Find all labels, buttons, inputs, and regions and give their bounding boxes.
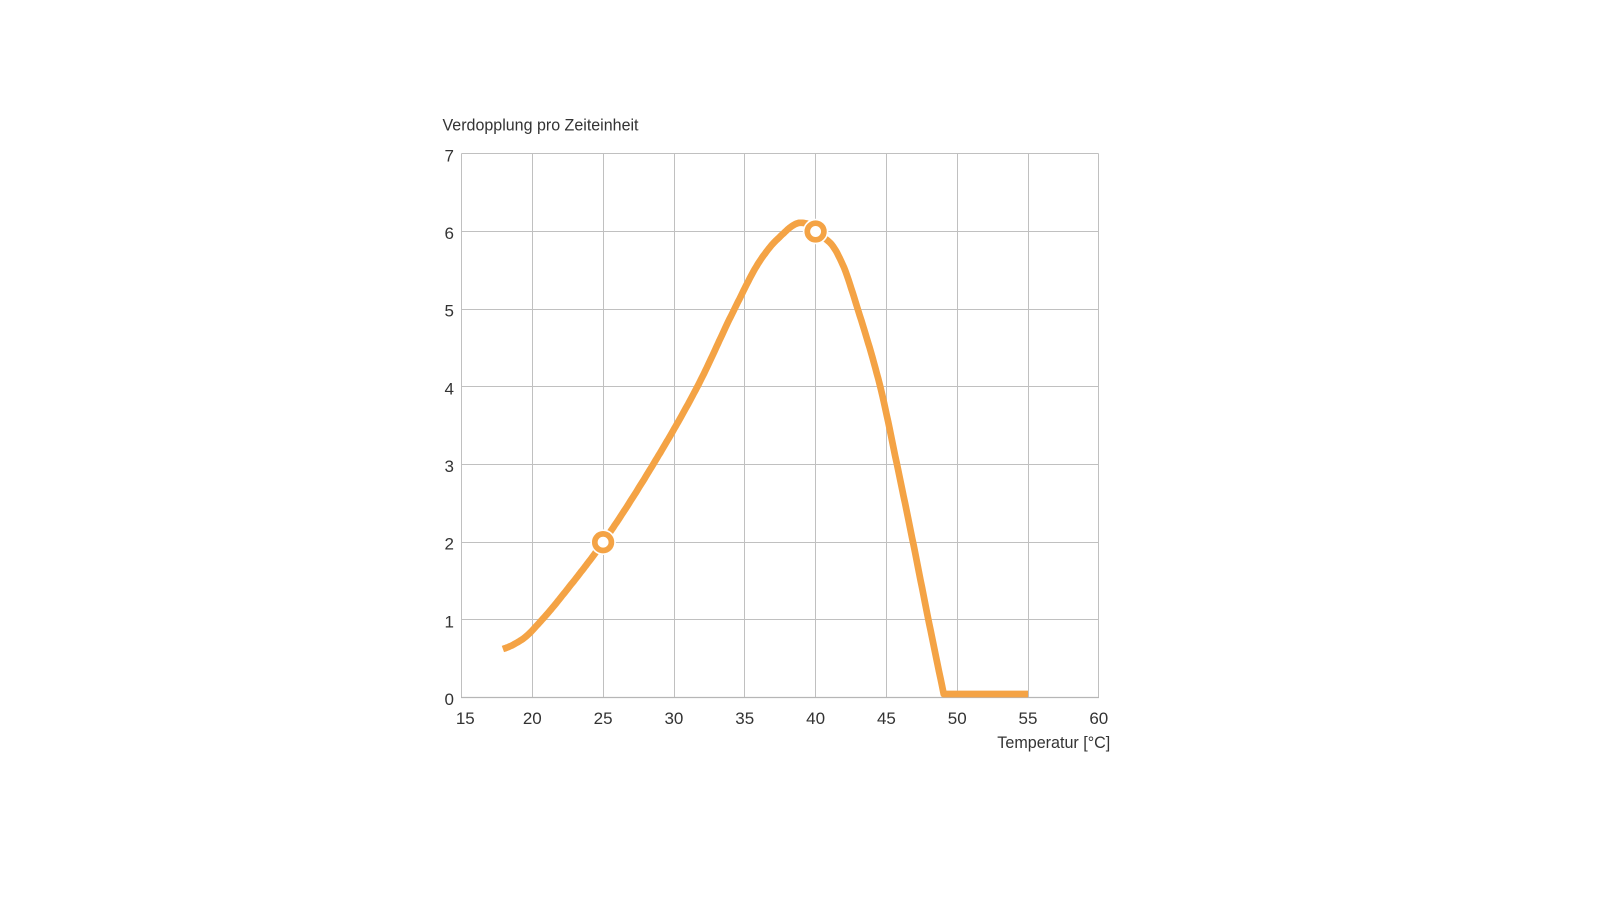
svg-text:45: 45 bbox=[877, 709, 896, 728]
svg-text:7: 7 bbox=[445, 146, 454, 165]
svg-text:30: 30 bbox=[664, 709, 683, 728]
svg-text:1: 1 bbox=[445, 612, 454, 631]
svg-text:15: 15 bbox=[456, 709, 475, 728]
svg-text:20: 20 bbox=[523, 709, 542, 728]
svg-text:Temperatur [°C]: Temperatur [°C] bbox=[997, 733, 1110, 752]
svg-text:0: 0 bbox=[445, 690, 454, 709]
svg-text:3: 3 bbox=[445, 457, 454, 476]
svg-text:Verdopplung pro Zeiteinheit: Verdopplung pro Zeiteinheit bbox=[443, 116, 639, 135]
svg-text:25: 25 bbox=[594, 709, 613, 728]
svg-text:60: 60 bbox=[1089, 709, 1108, 728]
svg-text:50: 50 bbox=[948, 709, 967, 728]
svg-text:2: 2 bbox=[445, 535, 454, 554]
svg-text:55: 55 bbox=[1019, 709, 1038, 728]
svg-text:6: 6 bbox=[445, 224, 454, 243]
svg-text:35: 35 bbox=[735, 709, 754, 728]
svg-text:5: 5 bbox=[445, 302, 454, 321]
svg-text:40: 40 bbox=[806, 709, 825, 728]
svg-text:4: 4 bbox=[445, 379, 454, 398]
